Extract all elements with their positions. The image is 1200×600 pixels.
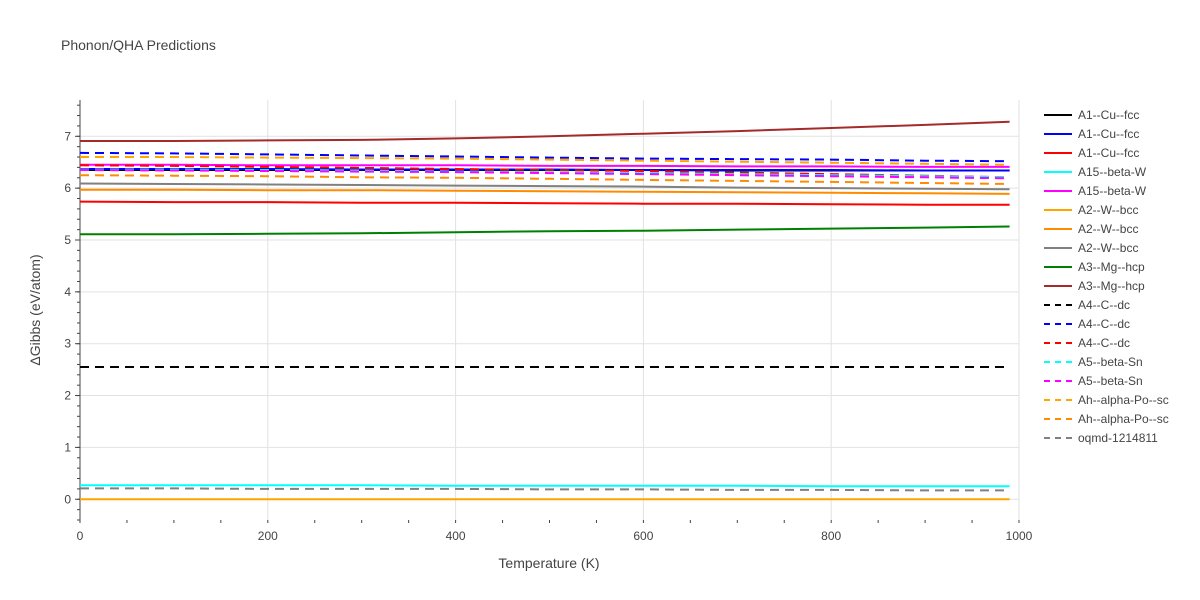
chart-title: Phonon/QHA Predictions — [61, 37, 216, 53]
y-tick-label: 0 — [64, 492, 71, 506]
y-tick-label: 6 — [64, 181, 71, 195]
legend-label: A4--C--dc — [1078, 317, 1130, 331]
x-tick-label: 400 — [446, 529, 466, 543]
series-line-3 — [80, 484, 1010, 488]
series-line-8 — [80, 225, 1010, 236]
legend-label: A15--beta-W — [1078, 165, 1147, 179]
legend-label: A2--W--bcc — [1078, 241, 1138, 255]
y-axis-title: ΔGibbs (eV/atom) — [27, 254, 43, 365]
series-line-4 — [80, 163, 1010, 168]
legend-label: A5--beta-Sn — [1078, 355, 1143, 369]
x-tick-label: 0 — [77, 529, 84, 543]
legend-label: A1--Cu--fcc — [1078, 127, 1139, 141]
legend-label: A3--Mg--hcp — [1078, 279, 1145, 293]
series-line-2 — [79, 200, 1010, 206]
series-line-16 — [79, 174, 1010, 185]
legend-label: oqmd-1214811 — [1078, 431, 1158, 445]
legend-label: A1--Cu--fcc — [1078, 146, 1139, 160]
y-tick-label: 7 — [64, 129, 71, 143]
series-layer — [79, 120, 1010, 501]
series-line-17 — [80, 487, 1010, 492]
series-line-7 — [79, 182, 1010, 191]
x-axis-title: Temperature (K) — [498, 555, 599, 571]
legend-label: A3--Mg--hcp — [1078, 260, 1145, 274]
x-tick-label: 1000 — [1006, 529, 1033, 543]
y-tick-label: 2 — [64, 389, 71, 403]
legend-label: A4--C--dc — [1078, 298, 1130, 312]
y-tick-label: 4 — [64, 285, 71, 299]
y-tick-label: 3 — [64, 337, 71, 351]
legend-label: A5--beta-Sn — [1078, 374, 1143, 388]
series-line-15 — [80, 156, 1010, 166]
series-line-14 — [79, 169, 1010, 180]
x-tick-label: 800 — [821, 529, 841, 543]
legend-label: A2--W--bcc — [1078, 222, 1138, 236]
y-tick-label: 1 — [64, 440, 71, 454]
y-tick-label: 5 — [64, 233, 71, 247]
legend-label: A4--C--dc — [1078, 336, 1130, 350]
legend: A1--Cu--fcc A1--Cu--fcc A1--Cu--fcc A15--be… — [1044, 108, 1169, 445]
legend-label: A2--W--bcc — [1078, 203, 1138, 217]
legend-label: Ah--alpha-Po--sc — [1078, 393, 1169, 407]
x-tick-label: 200 — [258, 529, 278, 543]
series-line-6 — [80, 188, 1010, 195]
x-tick-label: 600 — [633, 529, 653, 543]
legend-label: A15--beta-W — [1078, 184, 1147, 198]
series-line-9 — [80, 120, 1010, 142]
legend-label: Ah--alpha-Po--sc — [1078, 412, 1169, 426]
series-line-11 — [79, 151, 1010, 163]
legend-label: A1--Cu--fcc — [1078, 108, 1139, 122]
